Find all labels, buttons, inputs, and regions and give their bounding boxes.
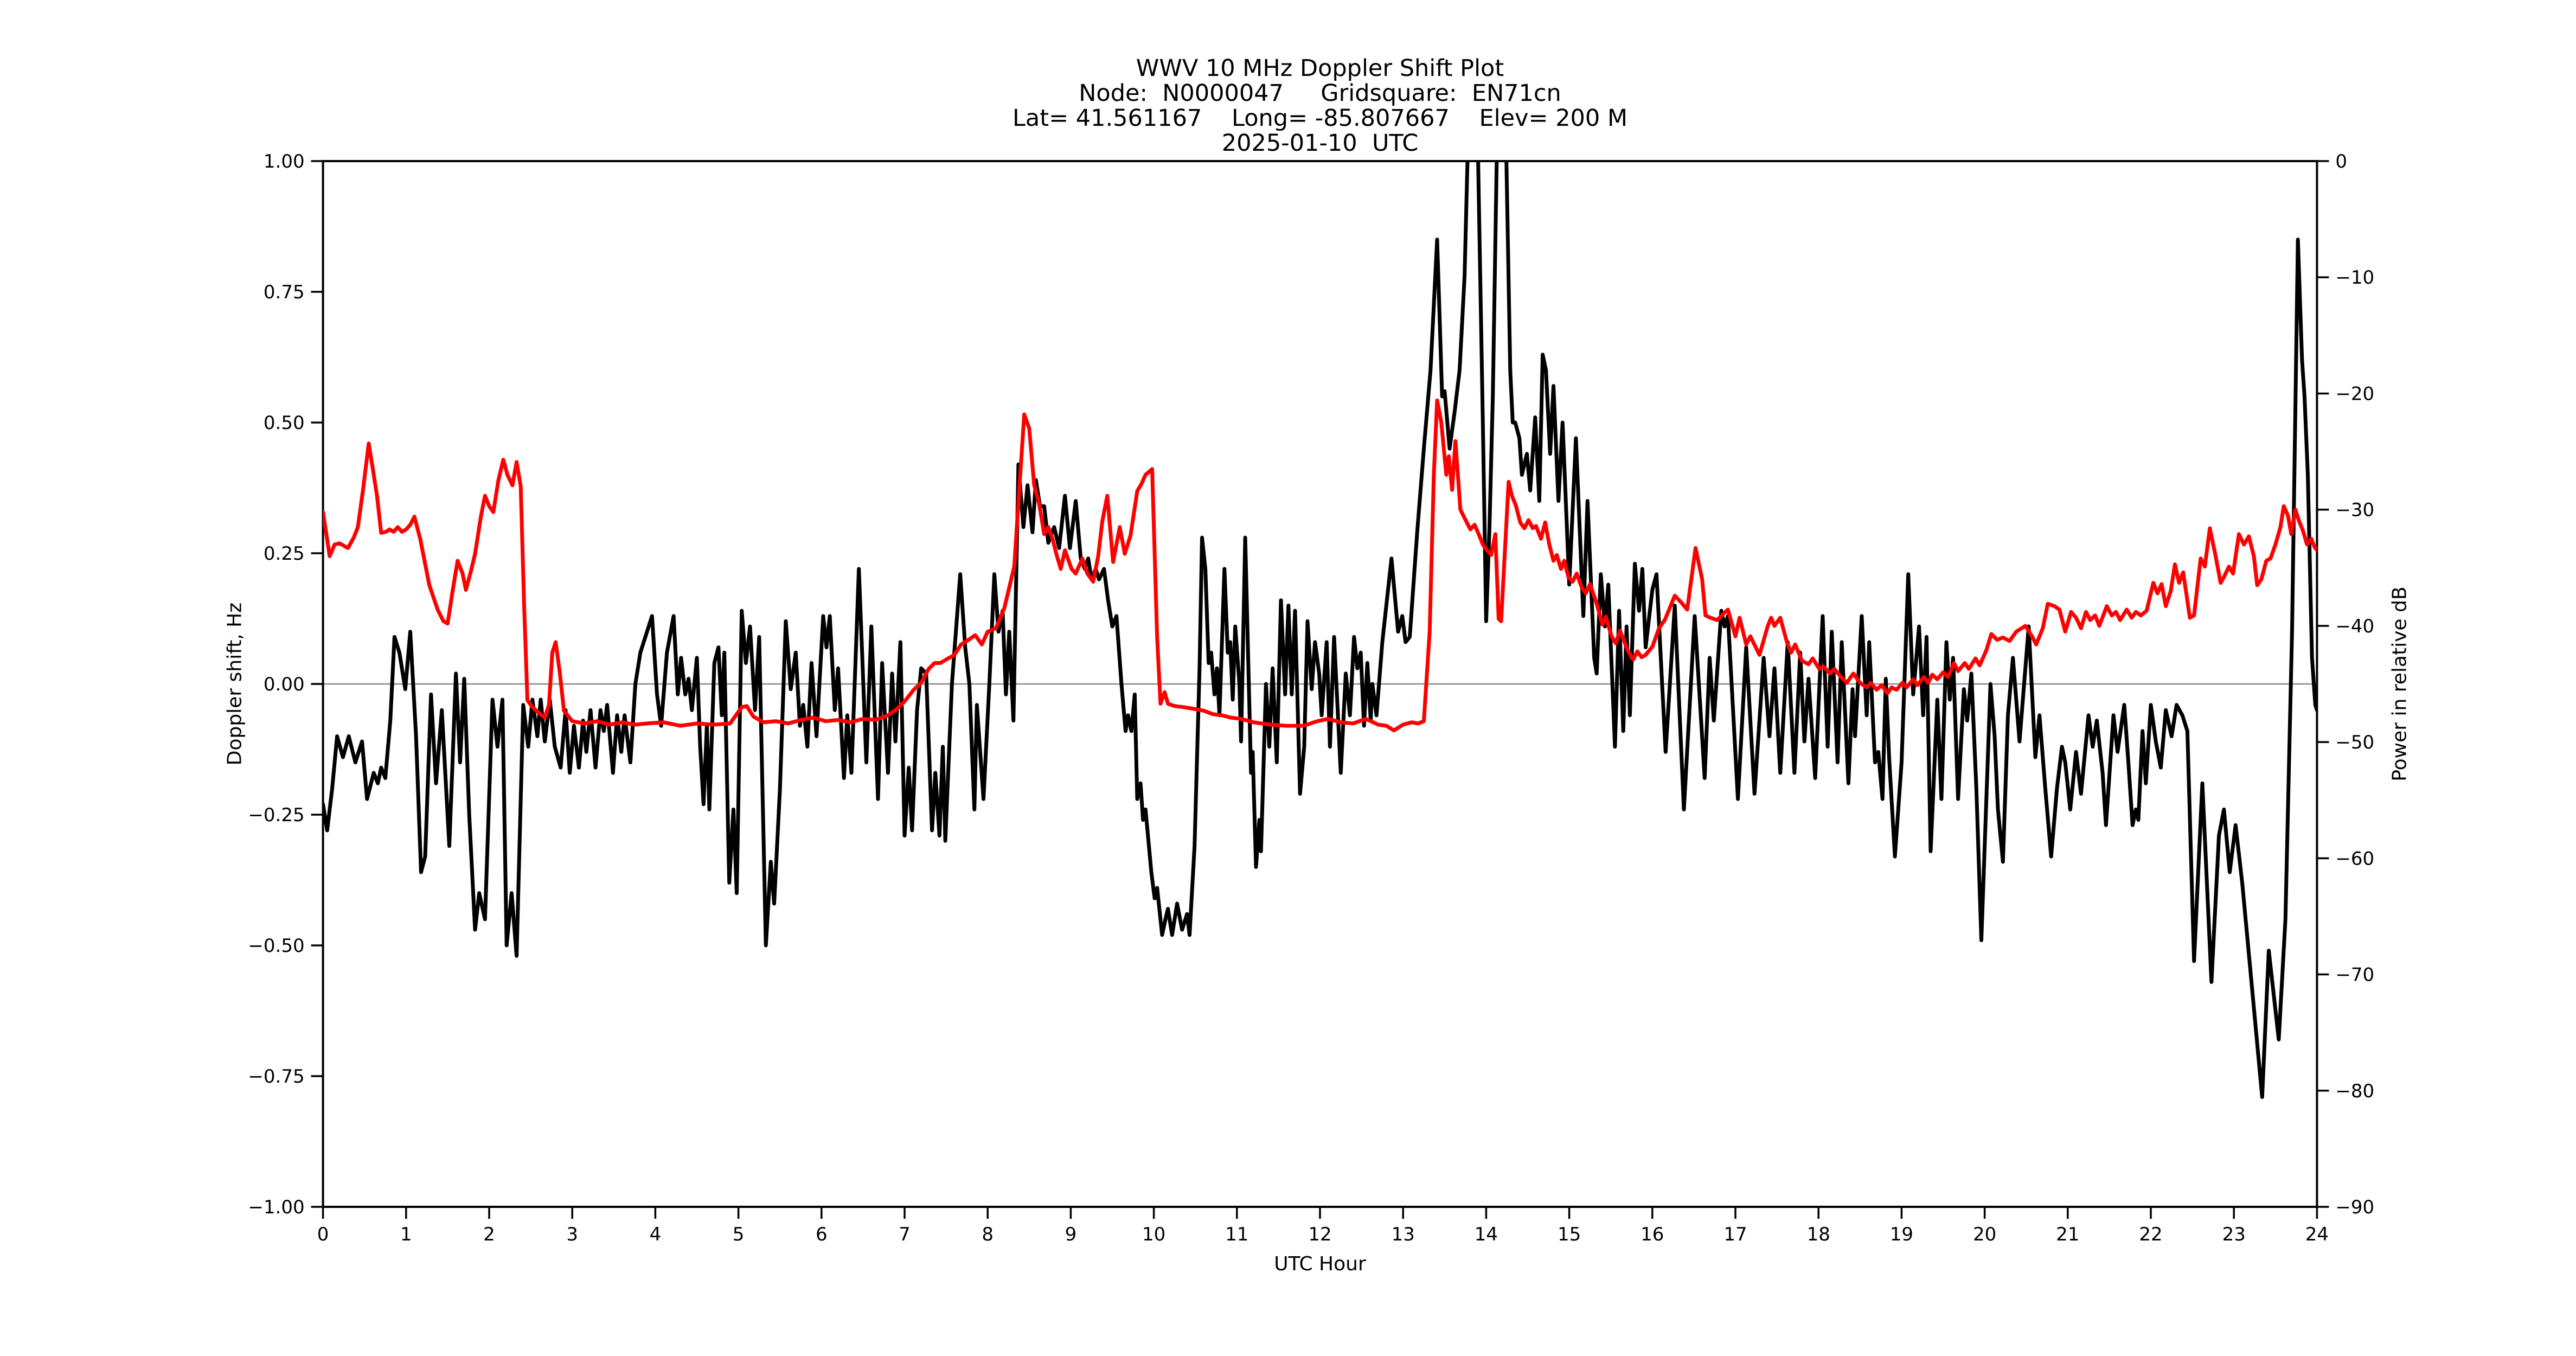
y-left-tick-label: 0.00 [264, 674, 305, 695]
x-axis-tick-label: 17 [1723, 1224, 1747, 1245]
x-axis-tick-label: 23 [2222, 1224, 2246, 1245]
y-left-tick-label: −0.75 [248, 1066, 304, 1088]
y-right-tick-label: −80 [2335, 1080, 2374, 1102]
chart-title: WWV 10 MHz Doppler Shift Plot [1136, 55, 1504, 82]
doppler-shift-curve [323, 161, 2317, 1099]
x-axis-tick-label: 3 [566, 1224, 578, 1245]
y-left-axis-label: Doppler shift, Hz [224, 603, 246, 765]
x-axis-tick-label: 20 [1973, 1224, 1996, 1245]
y-right-tick-label: −70 [2335, 964, 2374, 986]
y-right-tick-label: 0 [2335, 151, 2347, 172]
y-left-tick-label: 0.75 [264, 282, 305, 303]
y-right-tick-label: −90 [2335, 1197, 2374, 1218]
x-axis-label: UTC Hour [1274, 1253, 1366, 1275]
x-axis-tick-label: 14 [1475, 1224, 1498, 1245]
chart-subtitle-date: 2025-01-10 UTC [1222, 130, 1418, 157]
y-right-axis-label: Power in relative dB [2389, 586, 2411, 781]
x-axis-tick-label: 9 [1065, 1224, 1077, 1245]
x-axis-tick-label: 10 [1142, 1224, 1165, 1245]
y-right-tick-label: −60 [2335, 848, 2374, 869]
x-axis-tick-label: 0 [317, 1224, 329, 1245]
x-axis-tick-label: 12 [1308, 1224, 1331, 1245]
y-right-tick-label: −50 [2335, 732, 2374, 753]
y-left-tick-label: −0.50 [248, 935, 304, 957]
x-axis-tick-label: 13 [1392, 1224, 1415, 1245]
y-left-tick-label: 0.50 [264, 412, 305, 434]
y-left-tick-label: −1.00 [248, 1197, 304, 1218]
y-right-tick-label: −40 [2335, 616, 2374, 637]
x-axis-tick-label: 1 [400, 1224, 412, 1245]
x-axis-tick-label: 8 [982, 1224, 994, 1245]
x-axis-tick-label: 6 [816, 1224, 828, 1245]
x-axis-tick-label: 7 [899, 1224, 911, 1245]
axes-layer: 0 1 2 3 4 5 6 7 8 9 10 11 12 13 14 15 16 17 18 19 20 21 22 23 24… [248, 151, 2374, 1245]
chart-subtitle-node-gridsquare: Node: N0000047 Gridsquare: EN71cn [1079, 80, 1561, 107]
y-left-tick-label: 0.25 [264, 543, 305, 565]
x-axis-tick-label: 24 [2305, 1224, 2329, 1245]
curves-layer [323, 161, 2317, 1099]
x-axis-tick-label: 18 [1807, 1224, 1830, 1245]
y-right-tick-label: −30 [2335, 500, 2374, 521]
y-left-tick-label: −0.25 [248, 804, 304, 826]
chart-subtitle-location: Lat= 41.561167 Long= -85.807667 Elev= 20… [1013, 105, 1627, 132]
x-axis-tick-label: 22 [2139, 1224, 2162, 1245]
x-axis-tick-label: 2 [483, 1224, 495, 1245]
x-axis-tick-label: 4 [650, 1224, 662, 1245]
x-axis-tick-label: 11 [1225, 1224, 1248, 1245]
y-right-tick-label: −10 [2335, 267, 2374, 289]
y-left-tick-label: 1.00 [264, 151, 305, 172]
x-axis-tick-label: 15 [1558, 1224, 1581, 1245]
x-axis-tick-label: 19 [1890, 1224, 1913, 1245]
x-axis-tick-label: 5 [733, 1224, 745, 1245]
plot-border [322, 160, 2318, 1208]
x-axis-tick-label: 16 [1641, 1224, 1664, 1245]
y-right-tick-label: −20 [2335, 383, 2374, 405]
power-curve [323, 398, 2317, 733]
x-axis-tick-label: 21 [2056, 1224, 2079, 1245]
